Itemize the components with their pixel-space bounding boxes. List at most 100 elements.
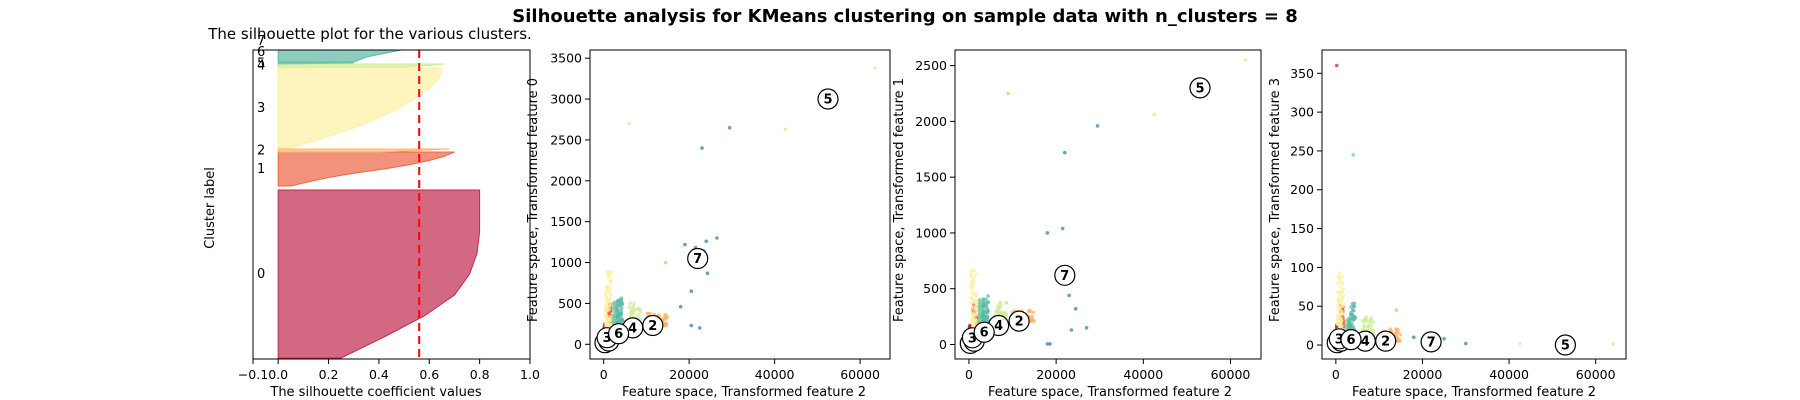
data-point [986, 300, 991, 304]
data-point [997, 305, 1002, 310]
y-tick-label: 2000 [915, 114, 947, 129]
cluster-center-label: 3 [968, 331, 977, 346]
data-point [1352, 304, 1356, 308]
data-point [627, 121, 632, 126]
data-point [1060, 226, 1065, 231]
data-point [608, 315, 613, 319]
data-point [1351, 153, 1355, 157]
data-point [978, 306, 982, 311]
data-point [974, 321, 978, 325]
x-tick-label: 20000 [1403, 367, 1443, 382]
cluster-center-label: 7 [1427, 335, 1436, 350]
data-point [1350, 321, 1354, 326]
silhouette-x-axis-label: The silhouette coefficient values [269, 385, 481, 400]
data-point [609, 318, 613, 322]
data-point [1031, 318, 1036, 323]
cluster-center-label: 3 [603, 331, 612, 346]
data-point [678, 304, 683, 309]
x-tick-label: 0.6 [419, 367, 439, 382]
cluster-center-label: 4 [994, 319, 1003, 334]
y-tick-label: 3500 [550, 51, 582, 66]
data-point [1030, 314, 1035, 319]
data-point [985, 309, 990, 314]
data-point [1338, 324, 1342, 329]
data-point [627, 305, 632, 309]
data-point [972, 275, 976, 280]
data-point [664, 322, 669, 327]
data-point [605, 270, 609, 274]
data-point [1353, 316, 1357, 321]
cluster-label: 0 [257, 267, 265, 282]
y-tick-label: 2500 [550, 132, 582, 147]
cluster-center-label: 7 [693, 252, 702, 267]
cluster-center-7: 7 [687, 247, 709, 270]
data-point [1152, 112, 1156, 117]
silhouette-band-cluster-1 [277, 151, 455, 187]
cluster-center-2: 2 [1375, 330, 1397, 352]
data-point [689, 323, 694, 328]
data-point [705, 271, 710, 276]
cluster-label: 4 [257, 59, 265, 74]
data-point [606, 275, 610, 279]
data-point [1095, 124, 1100, 128]
scatter-points [602, 66, 877, 345]
data-point [974, 305, 979, 309]
scatter-ticks: 0 20000 40000 60000 0 500 1000 1500 2000 2500 [915, 58, 1250, 382]
data-point [661, 317, 666, 321]
data-point [1340, 274, 1345, 279]
data-point [1371, 320, 1376, 324]
data-point [700, 146, 704, 150]
silhouette-band-cluster-4 [277, 63, 445, 68]
cluster-center-6: 6 [973, 321, 995, 343]
data-point [986, 294, 990, 298]
data-point [1337, 271, 1342, 275]
data-point [974, 272, 979, 277]
data-point [1336, 296, 1341, 301]
scatter-axes-frame [589, 49, 891, 360]
cluster-center-label: 2 [1381, 335, 1390, 350]
y-tick-label: 1500 [915, 170, 947, 185]
y-tick-label: 2500 [915, 58, 947, 73]
x-tick-label: 0 [600, 367, 608, 382]
data-point [648, 311, 653, 316]
data-point [1340, 295, 1345, 300]
data-point [972, 313, 976, 318]
data-point [618, 315, 623, 319]
x-tick-label: 40000 [1489, 367, 1529, 382]
data-point [1611, 342, 1615, 347]
data-point [1006, 91, 1010, 96]
cluster-center-marker [1420, 331, 1442, 353]
scatter-plot-feature-0: 0 20000 40000 60000 0 500 1000 1500 2000 2500 3000… [526, 49, 891, 400]
cluster-center-marker [1340, 329, 1362, 351]
silhouette-band-cluster-3 [277, 67, 443, 149]
cluster-center-marker [1008, 310, 1030, 332]
y-tick-label: 0 [1306, 338, 1314, 353]
data-point [612, 313, 616, 317]
data-point [605, 284, 610, 288]
data-point [1340, 304, 1345, 309]
cluster-center-label: 7 [1060, 269, 1069, 284]
data-point [1369, 318, 1373, 322]
data-point [606, 299, 610, 304]
data-point [1069, 328, 1074, 332]
x-tick-label: −0.1 [238, 367, 268, 382]
data-point [978, 302, 982, 307]
data-point [970, 317, 975, 322]
data-point [1351, 308, 1356, 313]
x-tick-label: 0.0 [268, 367, 288, 382]
data-point [1442, 337, 1446, 341]
data-point [1396, 327, 1400, 332]
data-point [1028, 309, 1032, 314]
data-point [981, 304, 985, 308]
data-point [984, 297, 988, 302]
scatter-plot-feature-3: 0 20000 40000 60000 0 50 100 150 200 250 300 350 0 1… [1268, 49, 1627, 400]
cluster-center-marker [687, 247, 709, 270]
y-tick-label: 300 [1290, 105, 1314, 120]
y-tick-label: 1000 [915, 225, 947, 240]
x-tick-label: 20000 [1036, 367, 1076, 382]
data-point [1067, 293, 1071, 298]
x-tick-label: 0.8 [470, 367, 490, 382]
cluster-center-marker [973, 321, 995, 343]
data-point [980, 313, 985, 318]
data-point [618, 318, 623, 323]
